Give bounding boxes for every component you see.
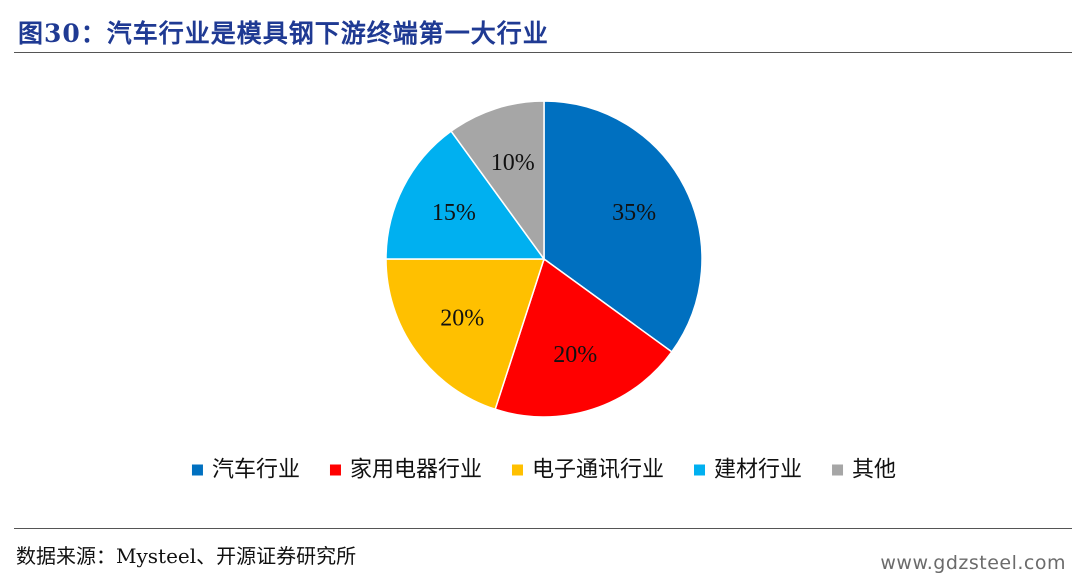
chart-title: 图30：汽车行业是模具钢下游终端第一大行业 bbox=[18, 19, 549, 48]
pie-slice-5 bbox=[450, 100, 545, 262]
legend-label-5: 其他 bbox=[852, 458, 896, 483]
legend-item-4: 建材行业 bbox=[694, 458, 802, 483]
legend-label-1: 汽车行业 bbox=[212, 458, 300, 483]
chart-legend: 汽车行业 家用电器行业 电子通讯行业 建材行业 其他 bbox=[191, 458, 896, 483]
legend-item-3: 电子通讯行业 bbox=[511, 458, 664, 483]
data-label-4: 15% bbox=[432, 200, 476, 226]
data-label-2: 20% bbox=[553, 342, 597, 368]
pie-slices bbox=[385, 100, 703, 418]
legend-item-1: 汽车行业 bbox=[191, 458, 300, 483]
legend-label-4: 建材行业 bbox=[714, 458, 802, 483]
data-label-5: 10% bbox=[491, 150, 535, 176]
data-label-1: 35% bbox=[612, 200, 656, 226]
legend-item-2: 家用电器行业 bbox=[329, 458, 482, 483]
pie-slice-1 bbox=[543, 100, 703, 353]
legend-label-3: 电子通讯行业 bbox=[532, 458, 664, 483]
pie-chart: 35% 20% 20% 15% 10% 汽车行业 家用电器行业 电子通讯行业 建材行业 其他 bbox=[191, 100, 896, 483]
legend-swatch-2 bbox=[329, 464, 341, 476]
legend-item-5: 其他 bbox=[832, 458, 896, 483]
source-divider bbox=[14, 528, 1072, 529]
legend-swatch-4 bbox=[694, 464, 706, 476]
title-divider bbox=[14, 52, 1072, 53]
legend-swatch-3 bbox=[511, 464, 523, 476]
data-label-3: 20% bbox=[440, 305, 484, 331]
legend-swatch-5 bbox=[832, 464, 844, 476]
source-note: 数据来源：Mysteel、开源证券研究所 bbox=[16, 544, 357, 568]
watermark: www.gdzsteel.com bbox=[880, 552, 1066, 574]
legend-label-2: 家用电器行业 bbox=[350, 458, 482, 483]
pie-slice-4 bbox=[385, 130, 546, 260]
pie-slice-2 bbox=[494, 257, 673, 418]
legend-swatch-1 bbox=[191, 464, 203, 476]
pie-slice-3 bbox=[385, 258, 546, 411]
pie-data-labels: 35% 20% 20% 15% 10% bbox=[432, 150, 656, 368]
